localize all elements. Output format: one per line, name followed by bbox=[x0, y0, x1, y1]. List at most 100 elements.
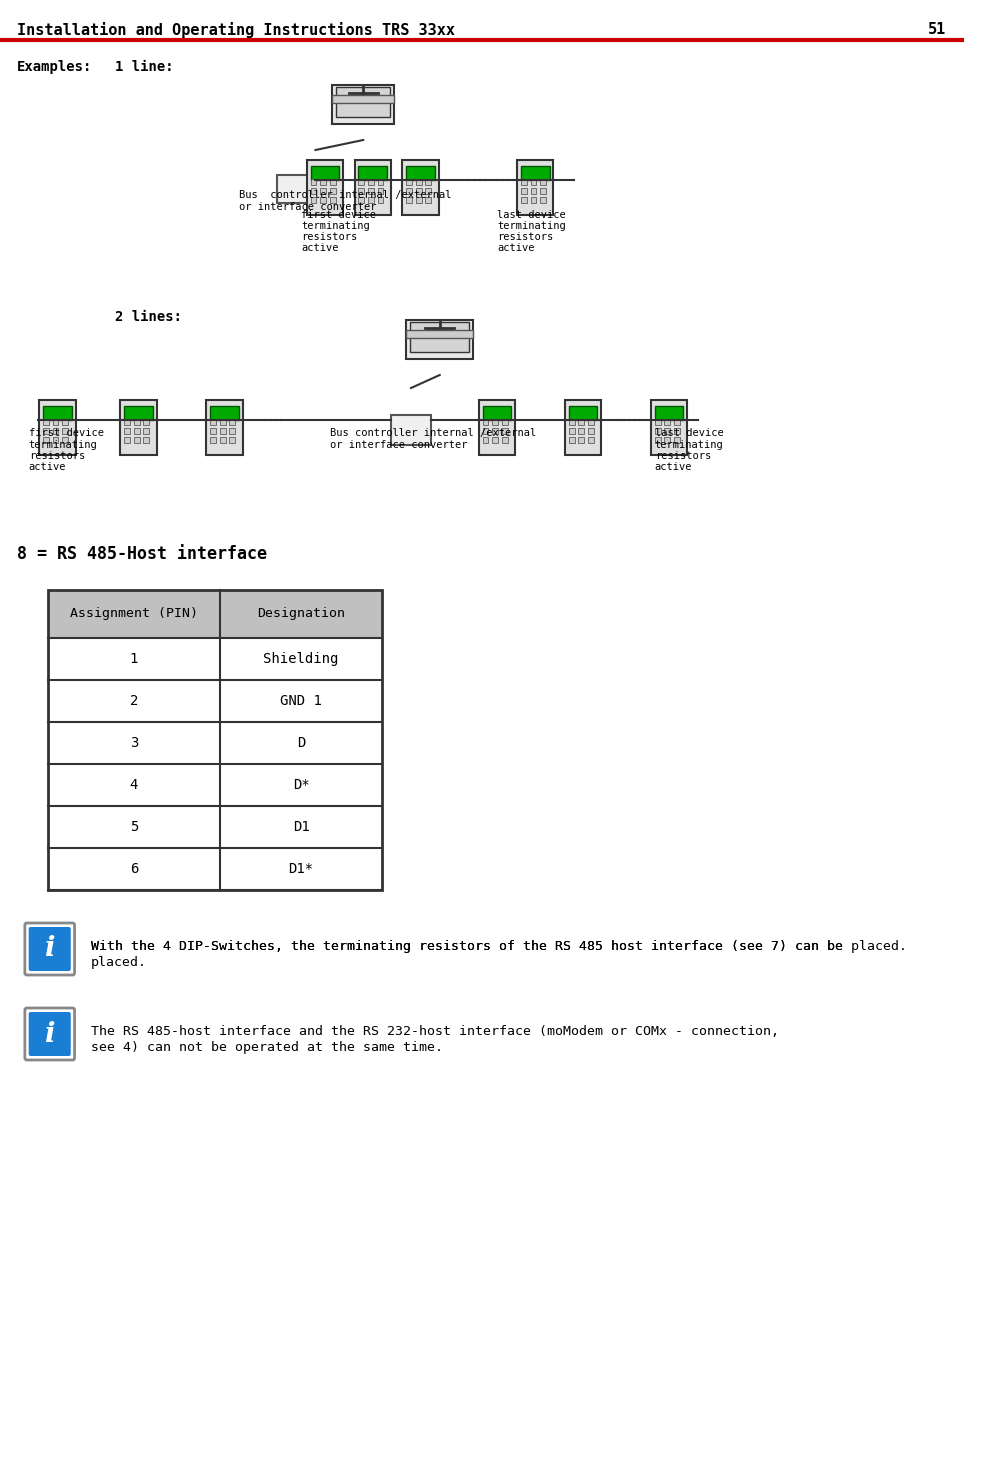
Bar bbox=[517, 159, 553, 215]
Bar bbox=[52, 420, 58, 425]
Bar bbox=[391, 415, 431, 444]
Bar bbox=[47, 680, 382, 722]
Bar bbox=[540, 197, 546, 203]
Bar bbox=[47, 591, 382, 890]
Text: Designation: Designation bbox=[257, 608, 345, 620]
Bar bbox=[664, 420, 670, 425]
Bar bbox=[406, 197, 412, 203]
Text: 51: 51 bbox=[928, 22, 947, 37]
Bar bbox=[425, 197, 431, 203]
Bar bbox=[336, 86, 390, 117]
Bar bbox=[230, 437, 235, 443]
Bar bbox=[39, 401, 76, 455]
Bar bbox=[406, 320, 473, 358]
Text: 8 = RS 485-Host interface: 8 = RS 485-Host interface bbox=[17, 545, 267, 563]
Bar bbox=[664, 437, 670, 443]
Bar bbox=[530, 178, 536, 186]
Text: active: active bbox=[497, 243, 534, 253]
Bar bbox=[588, 437, 594, 443]
Text: Examples:: Examples: bbox=[17, 60, 93, 75]
Bar bbox=[333, 85, 394, 123]
Bar bbox=[43, 420, 48, 425]
Text: placed.: placed. bbox=[91, 956, 147, 969]
Bar bbox=[330, 189, 336, 194]
Text: 1 line:: 1 line: bbox=[115, 60, 173, 75]
Bar bbox=[230, 420, 235, 425]
Bar bbox=[521, 178, 527, 186]
Bar bbox=[569, 406, 598, 420]
Bar bbox=[410, 322, 470, 352]
Bar bbox=[483, 420, 489, 425]
Text: With the 4 DIP-Switches, the terminating resistors of the RS 485 host interface : With the 4 DIP-Switches, the terminating… bbox=[91, 940, 843, 953]
Bar bbox=[47, 806, 382, 848]
Bar bbox=[124, 420, 130, 425]
Text: 5: 5 bbox=[130, 820, 138, 833]
Bar bbox=[479, 401, 515, 455]
Bar bbox=[359, 197, 364, 203]
Bar bbox=[47, 848, 382, 890]
Bar bbox=[359, 189, 364, 194]
Text: Bus controller internal /external: Bus controller internal /external bbox=[330, 428, 536, 439]
Bar bbox=[310, 189, 317, 194]
Bar bbox=[368, 178, 374, 186]
Bar bbox=[540, 178, 546, 186]
Bar bbox=[655, 420, 660, 425]
Bar bbox=[211, 437, 216, 443]
Bar bbox=[402, 159, 438, 215]
Bar bbox=[378, 178, 383, 186]
Bar bbox=[321, 197, 326, 203]
Bar bbox=[406, 167, 434, 180]
Text: first device: first device bbox=[301, 211, 376, 219]
Bar bbox=[124, 437, 130, 443]
Bar bbox=[492, 437, 498, 443]
Text: Installation and Operating Instructions TRS 33xx: Installation and Operating Instructions … bbox=[17, 22, 456, 38]
Text: 2: 2 bbox=[130, 694, 138, 708]
Bar bbox=[425, 189, 431, 194]
Bar bbox=[655, 406, 683, 420]
Text: terminating: terminating bbox=[301, 221, 370, 231]
Text: Shielding: Shielding bbox=[263, 652, 339, 667]
Bar bbox=[143, 437, 149, 443]
Bar bbox=[588, 428, 594, 434]
Text: resistors: resistors bbox=[497, 232, 553, 243]
Bar bbox=[425, 178, 431, 186]
Bar bbox=[43, 428, 48, 434]
Text: D1*: D1* bbox=[288, 863, 313, 876]
Bar bbox=[368, 197, 374, 203]
Bar bbox=[655, 428, 660, 434]
Bar bbox=[378, 189, 383, 194]
Text: terminating: terminating bbox=[28, 440, 98, 450]
Bar bbox=[124, 406, 153, 420]
Text: With the 4 DIP-Switches, the terminating resistors of the RS 485 host interface : With the 4 DIP-Switches, the terminating… bbox=[91, 940, 907, 953]
Bar bbox=[143, 420, 149, 425]
Bar bbox=[359, 178, 364, 186]
Text: 6: 6 bbox=[130, 863, 138, 876]
Bar bbox=[588, 420, 594, 425]
Text: 2 lines:: 2 lines: bbox=[115, 310, 181, 325]
Text: first device: first device bbox=[28, 428, 104, 439]
Bar bbox=[674, 428, 679, 434]
Bar bbox=[207, 401, 243, 455]
Bar bbox=[502, 437, 508, 443]
Bar bbox=[521, 197, 527, 203]
Bar bbox=[483, 437, 489, 443]
Text: terminating: terminating bbox=[497, 221, 565, 231]
Text: 1: 1 bbox=[130, 652, 138, 667]
Text: last device: last device bbox=[497, 211, 565, 219]
Bar bbox=[134, 420, 139, 425]
Bar bbox=[530, 197, 536, 203]
Text: The RS 485-host interface and the RS 232-host interface (moModem or COMx - conne: The RS 485-host interface and the RS 232… bbox=[91, 1025, 779, 1038]
Bar bbox=[321, 178, 326, 186]
Text: active: active bbox=[301, 243, 339, 253]
Text: 3: 3 bbox=[130, 735, 138, 750]
Bar bbox=[521, 189, 527, 194]
Text: Assignment (PIN): Assignment (PIN) bbox=[70, 608, 198, 620]
Bar bbox=[416, 197, 421, 203]
Bar bbox=[211, 428, 216, 434]
Bar bbox=[62, 420, 68, 425]
Text: i: i bbox=[44, 1020, 55, 1047]
Bar bbox=[502, 420, 508, 425]
Bar bbox=[306, 159, 343, 215]
Bar bbox=[62, 428, 68, 434]
Bar bbox=[564, 401, 602, 455]
